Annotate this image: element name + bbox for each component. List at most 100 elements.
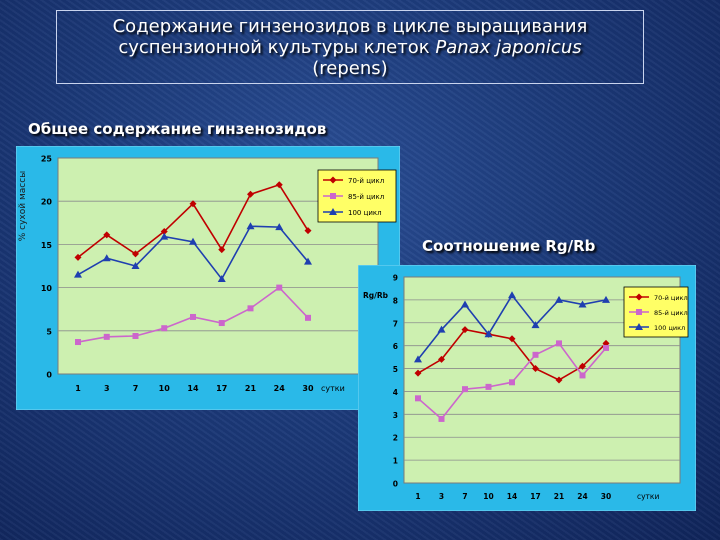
chart-total-ginsenosides: 0 5 10 15 20 25 1 3 7 10 14 17 21 24 30 сутки % сухой ма…: [16, 146, 400, 410]
chart-rg-rb-ratio: 0 1 2 3 4 5 6 7 8 9 1 3 7 10 14 17 21 24 30 сутки Rg/Rb 70-й …: [358, 265, 696, 511]
chart2-data-point: [509, 379, 515, 386]
chart2-x-tick-label: 21: [554, 492, 564, 501]
chart2-legend-marker: [636, 309, 642, 315]
chart1-data-point: [161, 325, 168, 332]
chart2-x-tick-label: 24: [577, 492, 587, 501]
chart1-data-point: [190, 313, 196, 320]
chart1-y-tick-label: 10: [41, 284, 53, 293]
chart1-y-tick-label: 5: [46, 327, 52, 336]
slide-title-line2-prefix: суспензионной культуры клеток: [118, 36, 436, 58]
chart1-data-point: [304, 257, 312, 265]
chart2-data-point: [462, 386, 468, 393]
chart1-data-point: [103, 231, 111, 239]
chart1-legend-marker: [330, 193, 336, 199]
chart1-data-point: [276, 284, 283, 291]
chart1-x-tick-label: 1: [75, 384, 81, 393]
chart1-data-point: [247, 305, 254, 312]
chart1-x-tick-label: 10: [159, 384, 171, 393]
chart1-data-point: [189, 237, 197, 245]
chart2-data-point: [578, 300, 587, 308]
chart2-legend-label: 70-й цикл: [654, 294, 688, 302]
chart1-data-point: [74, 270, 82, 278]
chart2-y-tick-label: 1: [393, 457, 398, 466]
chart2-data-point: [532, 365, 539, 373]
chart2-y-tick-label: 8: [393, 296, 398, 305]
chart2-y-tick-label: 2: [393, 434, 398, 443]
chart1-x-tick-label: 24: [274, 384, 286, 393]
chart1-y-tick-label: 20: [41, 198, 53, 207]
chart2-y-tick-label: 5: [393, 365, 398, 374]
chart2-data-point: [603, 344, 609, 351]
chart1-legend-marker: [329, 208, 337, 215]
chart2-x-tick-label: 30: [601, 492, 611, 501]
chart1-data-point: [246, 222, 255, 230]
chart2-legend-marker: [635, 323, 643, 330]
chart2-data-point: [579, 372, 586, 379]
chart1-y-tick-label: 15: [41, 241, 53, 250]
chart1-heading: Общее содержание гинзенозидов: [28, 120, 327, 138]
chart1-data-point: [218, 320, 225, 327]
chart1-data-point: [75, 339, 81, 346]
chart2-y-tick-label: 6: [393, 342, 398, 351]
chart2-heading: Соотношение Rg/Rb: [422, 237, 596, 255]
chart1-data-point: [160, 232, 169, 240]
chart1-x-tick-label: 30: [302, 384, 314, 393]
chart2-x-tick-label: 17: [530, 492, 540, 501]
chart2-data-point: [461, 300, 469, 308]
chart2-data-point: [484, 330, 493, 338]
chart2-x-tick-label: 7: [462, 492, 467, 501]
chart1-data-point: [275, 223, 284, 231]
chart2-data-point: [415, 395, 421, 402]
chart1-x-axis-label: сутки: [321, 384, 345, 393]
chart2-x-tick-label: 1: [415, 492, 420, 501]
chart1-data-point: [74, 253, 82, 261]
chart2-x-tick-label: 14: [507, 492, 517, 501]
slide-title-species: Panax japonicus: [435, 36, 582, 58]
chart2-data-point: [414, 369, 422, 377]
chart2-y-tick-label: 0: [393, 480, 398, 489]
chart2-y-tick-label: 4: [393, 388, 398, 397]
chart1-data-point: [132, 332, 139, 339]
chart2-data-point: [414, 355, 422, 363]
chart1-data-point: [160, 227, 168, 235]
chart1-data-point: [103, 333, 110, 340]
chart2-data-point: [555, 295, 563, 303]
chart2-data-point: [485, 383, 492, 390]
chart2-x-tick-label: 10: [483, 492, 493, 501]
chart2-data-point: [602, 295, 610, 303]
chart2-data-point: [531, 321, 540, 329]
chart2-data-point: [508, 335, 516, 343]
chart2-data-point: [437, 325, 446, 333]
chart1-data-point: [132, 250, 139, 258]
chart1-data-point: [217, 274, 226, 282]
chart1-x-tick-label: 14: [187, 384, 199, 393]
slide-title: Содержание гинзенозидов в цикле выращива…: [56, 10, 644, 84]
chart2-y-tick-label: 7: [393, 319, 398, 328]
chart1-data-point: [189, 200, 197, 208]
chart1-y-tick-label: 25: [41, 155, 53, 164]
chart1-data-point: [305, 314, 311, 321]
chart1-x-tick-label: 17: [216, 384, 227, 393]
chart2-x-axis-label: сутки: [637, 492, 659, 501]
slide-title-line3: (repens): [312, 57, 388, 79]
chart1-y-axis-label: % сухой массы: [18, 171, 28, 242]
chart2-data-point: [461, 326, 469, 334]
chart1-y-tick-label: 0: [46, 371, 52, 380]
chart2-data-point: [438, 415, 445, 422]
chart1-data-point: [131, 262, 140, 269]
chart1-legend-marker: [329, 176, 337, 184]
chart2-y-tick-label: 3: [393, 411, 398, 420]
chart1-data-point: [218, 246, 226, 254]
chart2-data-point: [532, 351, 539, 358]
chart1-x-tick-label: 3: [104, 384, 110, 393]
chart2-legend-label: 100 цикл: [654, 324, 685, 332]
slide-title-line2: суспензионной культуры клеток Panax japo…: [118, 37, 581, 58]
chart1-x-tick-label: 7: [133, 384, 139, 393]
chart1-data-point: [304, 227, 312, 235]
chart2-data-point: [579, 362, 586, 370]
chart2-legend-label: 85-й цикл: [654, 309, 688, 317]
chart1-data-point: [102, 254, 111, 262]
chart1-legend-label: 85-й цикл: [348, 193, 384, 201]
chart1-legend-label: 100 цикл: [348, 209, 382, 217]
chart2-y-axis-label: Rg/Rb: [363, 291, 389, 300]
